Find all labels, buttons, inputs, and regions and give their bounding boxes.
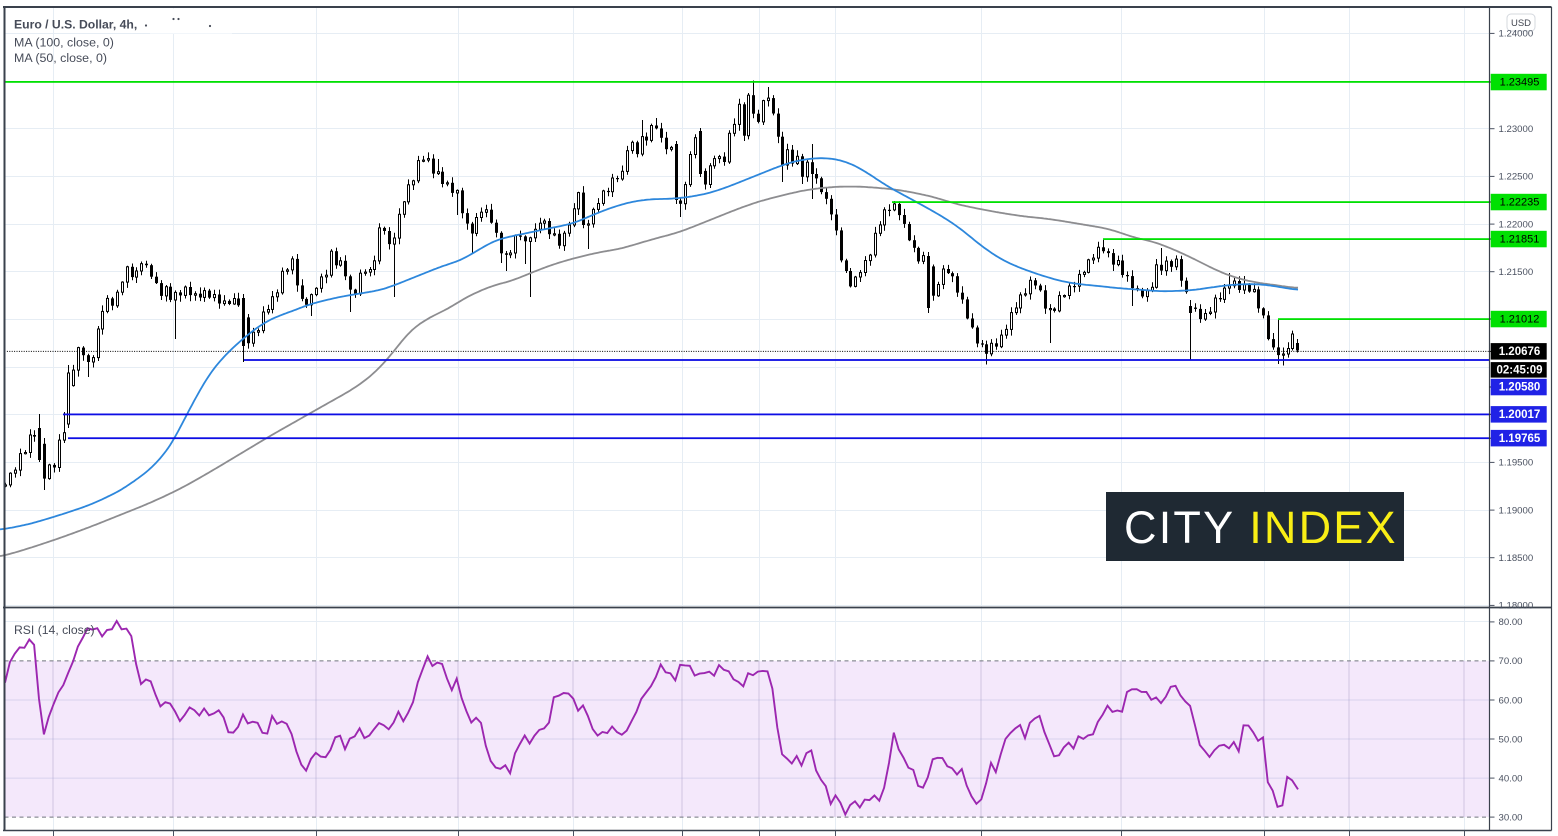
svg-text:1.20676: 1.20676 — [1499, 346, 1541, 358]
svg-text:MA (100, close, 0): MA (100, close, 0) — [14, 36, 114, 50]
svg-text:USD: USD — [1511, 18, 1531, 29]
svg-text:1.20017: 1.20017 — [1499, 409, 1541, 421]
svg-text:1.21851: 1.21851 — [1500, 234, 1540, 246]
svg-text:60.00: 60.00 — [1499, 695, 1523, 706]
svg-text:MA (50, close, 0): MA (50, close, 0) — [14, 51, 107, 65]
svg-text:1.24000: 1.24000 — [1499, 29, 1534, 40]
svg-text:1.23000: 1.23000 — [1499, 124, 1534, 135]
svg-text:70.00: 70.00 — [1499, 656, 1523, 667]
svg-text:1.21012: 1.21012 — [1500, 314, 1540, 326]
svg-text:50.00: 50.00 — [1499, 734, 1523, 745]
svg-text:1.21500: 1.21500 — [1499, 267, 1534, 278]
svg-text:1.20580: 1.20580 — [1499, 382, 1541, 394]
svg-text:1.19500: 1.19500 — [1499, 458, 1534, 469]
svg-text:80.00: 80.00 — [1499, 617, 1523, 628]
svg-text:RSI (14, close): RSI (14, close) — [14, 623, 95, 637]
svg-text:CITY INDEX: CITY INDEX — [1124, 502, 1398, 553]
svg-text:1.23495: 1.23495 — [1500, 77, 1540, 89]
svg-text:1.18000: 1.18000 — [1499, 601, 1534, 612]
svg-text:30.00: 30.00 — [1499, 812, 1523, 823]
svg-text:40.00: 40.00 — [1499, 773, 1523, 784]
svg-text:1.19765: 1.19765 — [1499, 433, 1541, 445]
svg-text:02:45:09: 02:45:09 — [1496, 365, 1542, 377]
svg-text:1.19000: 1.19000 — [1499, 505, 1534, 516]
svg-text:1.22235: 1.22235 — [1500, 197, 1540, 209]
svg-text:1.22000: 1.22000 — [1499, 219, 1534, 230]
svg-text:1.22500: 1.22500 — [1499, 172, 1534, 183]
svg-text:1.18500: 1.18500 — [1499, 553, 1534, 564]
svg-text:Euro / U.S. Dollar, 4h,: Euro / U.S. Dollar, 4h, — [14, 18, 137, 32]
